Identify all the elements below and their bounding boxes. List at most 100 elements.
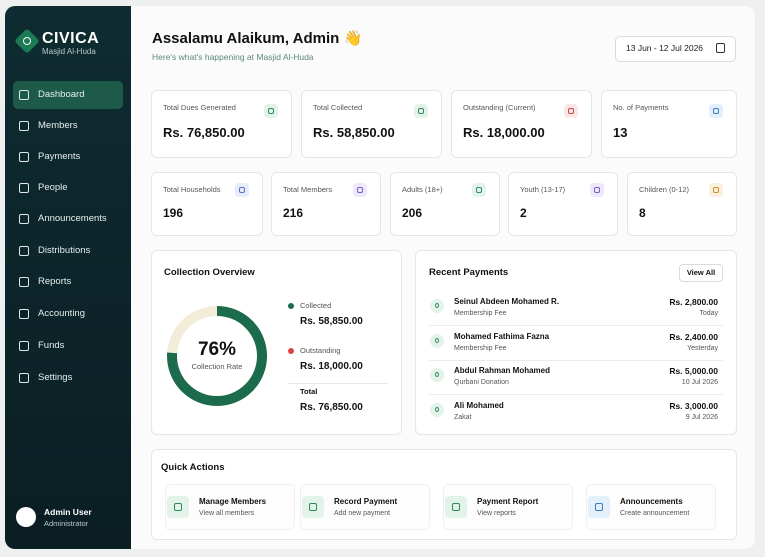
stat-label: Total Households xyxy=(163,185,221,194)
nav-item[interactable]: Reports xyxy=(38,276,72,287)
icon xyxy=(353,183,367,197)
nav-item[interactable]: Distributions xyxy=(38,245,91,256)
stat-label: Total Members xyxy=(283,185,333,194)
nav-icon xyxy=(19,214,29,224)
donut xyxy=(167,306,267,406)
nav-icon xyxy=(19,277,29,287)
nav-item[interactable]: Dashboard xyxy=(38,89,85,100)
icon-glyph xyxy=(418,108,424,114)
quick-action-title: Manage Members xyxy=(199,497,267,506)
donut-arc xyxy=(167,306,267,406)
row-separator xyxy=(429,394,723,395)
icon xyxy=(445,496,467,518)
brand-name: CIVICA xyxy=(42,30,100,47)
logo-inner xyxy=(23,37,31,45)
nav-item[interactable]: Funds xyxy=(38,340,65,351)
quick-action-subtitle: View all members xyxy=(199,510,255,517)
legend-label: Outstanding xyxy=(300,346,341,355)
payment-amount: Rs. 2,800.00 xyxy=(669,297,718,307)
date-picker[interactable] xyxy=(615,36,736,62)
collection-rate-caption: Collection Rate xyxy=(191,362,243,371)
nav-icon xyxy=(19,373,29,383)
stat-value: 8 xyxy=(639,206,646,220)
payer-avatar-glyph xyxy=(435,372,439,377)
stat-value: Rs. 18,000.00 xyxy=(463,125,545,140)
icon-glyph xyxy=(713,187,719,193)
stat-card xyxy=(390,172,500,236)
nav-item[interactable]: Members xyxy=(38,120,78,131)
icon-glyph xyxy=(173,502,183,512)
payer-name: Seinul Abdeen Mohamed R. xyxy=(454,297,560,306)
icon-glyph xyxy=(594,502,604,512)
stat-value: 13 xyxy=(613,125,628,140)
view-all-button[interactable] xyxy=(679,264,723,282)
legend-value: Rs. 18,000.00 xyxy=(300,361,363,372)
payer-name: Mohamed Fathima Fazna xyxy=(454,332,550,341)
icon-glyph xyxy=(268,108,274,114)
row-separator xyxy=(429,360,723,361)
icon xyxy=(167,496,189,518)
stat-card xyxy=(627,172,737,236)
recent-title: Recent Payments xyxy=(429,267,509,278)
nav-item[interactable]: Accounting xyxy=(38,308,86,319)
legend-value: Rs. 58,850.00 xyxy=(300,316,363,327)
icon xyxy=(472,183,486,197)
payer-name: Abdul Rahman Mohamed xyxy=(454,366,551,375)
icon xyxy=(302,496,324,518)
nav-item[interactable]: People xyxy=(38,182,68,193)
nav-icon xyxy=(19,152,29,162)
payer-avatar-glyph xyxy=(435,338,439,343)
quick-action-title: Record Payment xyxy=(334,497,398,506)
quick-action-subtitle: View reports xyxy=(477,510,516,517)
payment-type: Qurbani Donation xyxy=(454,379,509,386)
greeting: Assalamu Alaikum, Admin 👋 xyxy=(152,30,363,47)
icon xyxy=(414,104,428,118)
stat-card xyxy=(271,172,381,236)
stat-value: Rs. 76,850.00 xyxy=(163,125,245,140)
payment-type: Zakat xyxy=(454,414,472,421)
date-range: 13 Jun - 12 Jul 2026 xyxy=(626,43,704,53)
icon xyxy=(235,183,249,197)
icon xyxy=(564,104,578,118)
legend-value: Rs. 76,850.00 xyxy=(300,402,363,413)
quick-action-title: Payment Report xyxy=(477,497,539,506)
legend-dot xyxy=(288,303,294,309)
stat-value: 216 xyxy=(283,206,304,220)
stat-label: Total Collected xyxy=(313,103,363,112)
icon-glyph xyxy=(713,108,719,114)
stat-card xyxy=(601,90,737,158)
nav-item[interactable]: Announcements xyxy=(38,213,107,224)
payment-type: Membership Fee xyxy=(454,310,507,317)
icon-glyph xyxy=(357,187,363,193)
icon-glyph xyxy=(239,187,245,193)
payer-name: Ali Mohamed xyxy=(454,401,504,410)
stat-label: Total Dues Generated xyxy=(163,103,236,112)
nav-active-bg xyxy=(13,81,123,109)
legend-dot xyxy=(288,348,294,354)
user-role: Administrator xyxy=(44,519,89,528)
nav-icon xyxy=(19,246,29,256)
quick-action-subtitle: Create announcement xyxy=(620,510,690,517)
payment-amount: Rs. 3,000.00 xyxy=(669,401,718,411)
greeting-subtitle: Here's what's happening at Masjid Al-Hud… xyxy=(152,52,314,62)
quick-title: Quick Actions xyxy=(161,462,225,473)
nav-icon xyxy=(19,183,29,193)
nav-item[interactable]: Settings xyxy=(38,372,73,383)
payment-amount: Rs. 2,400.00 xyxy=(669,332,718,342)
collection-title: Collection Overview xyxy=(164,267,255,278)
payment-type: Membership Fee xyxy=(454,345,507,352)
icon xyxy=(264,104,278,118)
nav-item[interactable]: Payments xyxy=(38,151,81,162)
stat-label: Youth (13-17) xyxy=(520,185,566,194)
payment-date: 9 Jul 2026 xyxy=(685,414,718,421)
icon-glyph xyxy=(568,108,574,114)
icon xyxy=(590,183,604,197)
icon-glyph xyxy=(308,502,318,512)
user-avatar xyxy=(16,507,36,527)
nav-icon xyxy=(19,309,29,319)
nav-icon xyxy=(19,121,29,131)
legend-label: Total xyxy=(300,387,318,396)
nav-icon xyxy=(19,341,29,351)
user-name: Admin User xyxy=(44,507,92,517)
